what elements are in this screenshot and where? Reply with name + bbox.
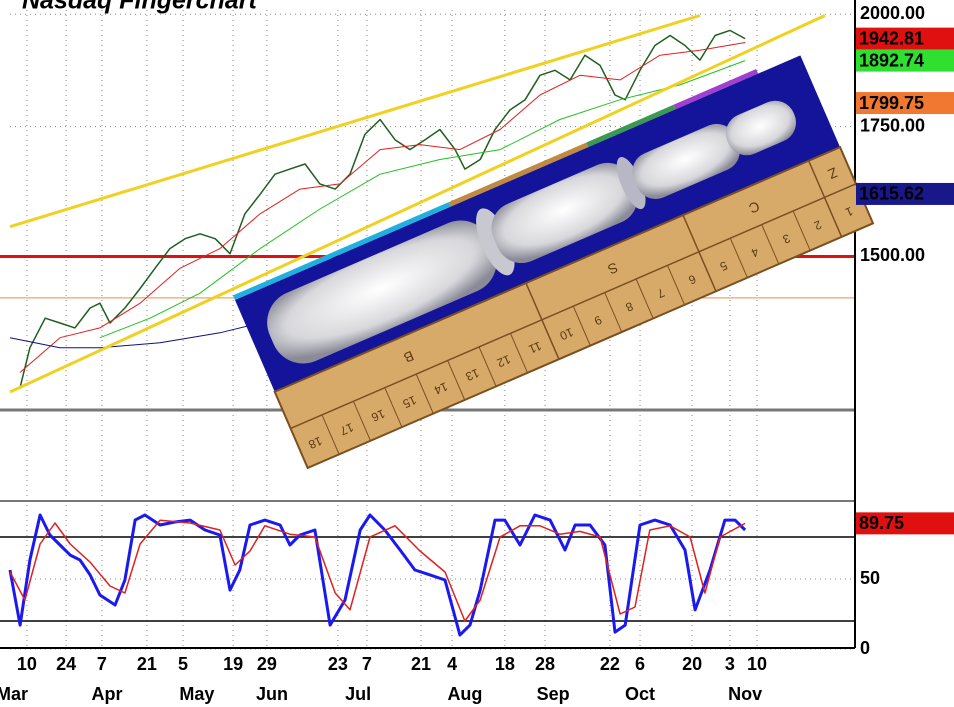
ruler-cell-divider <box>447 360 466 401</box>
month-label: Mar <box>0 684 28 704</box>
ruler-number: 11 <box>526 339 543 357</box>
ruler-number: 7 <box>655 285 667 301</box>
last-value-label: 1892.74 <box>859 50 924 70</box>
x-tick-label: 21 <box>137 654 157 674</box>
ruler-cell-divider <box>729 238 748 278</box>
ruler-number: 10 <box>557 325 575 343</box>
series-line <box>8 513 747 637</box>
y-tick-label: 2000.00 <box>860 3 925 23</box>
series-line <box>9 14 701 229</box>
ruler-cell-divider <box>572 305 591 346</box>
ruler-cell-divider <box>478 346 497 387</box>
last-value-box <box>856 512 954 535</box>
last-value-label: 89.75 <box>859 513 904 533</box>
ruler-number: 14 <box>432 379 450 397</box>
ruler-cell-divider <box>352 401 371 441</box>
series-line <box>19 29 746 388</box>
x-tick-label: 18 <box>495 654 515 674</box>
ruler-number: 18 <box>306 434 324 452</box>
ruler-number: 17 <box>338 420 356 438</box>
ruler-cell-divider <box>792 210 811 251</box>
ruler-number: 4 <box>749 245 761 261</box>
ruler-cell-divider <box>761 224 780 265</box>
y-tick-label: 0 <box>860 638 870 658</box>
month-label: Apr <box>92 684 123 704</box>
ruler-number: 8 <box>623 299 635 315</box>
y-tick-label: 1500.00 <box>860 245 925 265</box>
x-tick-label: 23 <box>328 654 348 674</box>
overlay-strip <box>673 69 759 110</box>
last-value-box <box>856 182 954 205</box>
ruler-number: 3 <box>780 231 792 247</box>
x-tick-label: 3 <box>725 654 735 674</box>
ruler-cell-divider <box>824 197 843 238</box>
last-value-label: 1942.81 <box>859 28 924 48</box>
ruler-number: 9 <box>592 313 604 329</box>
x-tick-label: 28 <box>535 654 555 674</box>
ruler-cell-divider <box>415 373 434 414</box>
x-tick-label: 10 <box>17 654 37 674</box>
bone-distal <box>632 123 740 200</box>
month-label: Jun <box>256 684 288 704</box>
x-tick-label: 21 <box>411 654 431 674</box>
x-tick-label: 19 <box>223 654 243 674</box>
ruler-number: 1 <box>843 204 855 220</box>
ruler-cell-divider <box>667 265 686 306</box>
ruler-number: 2 <box>812 217 824 233</box>
bone-proximal <box>267 220 497 364</box>
ruler-number: 13 <box>463 366 481 384</box>
x-tick-label: 24 <box>56 654 76 674</box>
y-tick-label: 50 <box>860 568 880 588</box>
month-label: Sep <box>537 684 570 704</box>
x-tick-label: 5 <box>178 654 188 674</box>
y-tick-label: 1750.00 <box>860 115 925 135</box>
overlay-strip <box>448 142 589 207</box>
last-value-label: 1799.75 <box>859 93 924 113</box>
series-line <box>9 14 826 394</box>
x-tick-label: 6 <box>635 654 645 674</box>
ruler-cell-divider <box>509 333 528 374</box>
ruler-number: 15 <box>400 393 418 411</box>
ruler-cell-divider <box>384 387 403 428</box>
last-value-label: 1615.62 <box>859 184 924 204</box>
ruler-number: 16 <box>369 406 387 424</box>
last-value-box <box>856 27 954 50</box>
x-tick-label: 22 <box>600 654 620 674</box>
ruler-number: 5 <box>718 258 730 274</box>
bone-joint <box>616 157 646 210</box>
series-line <box>9 322 261 349</box>
last-value-box <box>856 92 954 115</box>
x-tick-label: 7 <box>97 654 107 674</box>
overlay-strip <box>586 104 676 148</box>
series-line <box>19 42 746 373</box>
x-tick-label: 29 <box>257 654 277 674</box>
x-tick-label: 20 <box>682 654 702 674</box>
x-tick-label: 10 <box>747 654 767 674</box>
ruler-number: 6 <box>686 272 698 288</box>
chart-title: Nasdaq Fingerchart <box>22 0 258 15</box>
month-label: Aug <box>447 684 482 704</box>
x-tick-label: 7 <box>362 654 372 674</box>
series-line <box>9 519 746 622</box>
ruler-number: 12 <box>495 352 513 370</box>
month-label: Nov <box>728 684 762 704</box>
ruler-cell-divider <box>321 414 340 455</box>
ruler-cell-divider <box>698 251 717 292</box>
ruler-cell-divider <box>604 292 623 333</box>
month-label: Jul <box>345 684 371 704</box>
bone-middle <box>491 162 638 264</box>
x-tick-label: 4 <box>447 654 457 674</box>
series-line <box>99 60 746 339</box>
bone-tip <box>725 100 797 156</box>
month-label: May <box>179 684 214 704</box>
last-value-box <box>856 49 954 72</box>
month-label: Oct <box>625 684 655 704</box>
ruler-cell-divider <box>541 319 560 360</box>
overlay-strip <box>233 202 451 300</box>
ruler-cell-divider <box>635 278 654 319</box>
